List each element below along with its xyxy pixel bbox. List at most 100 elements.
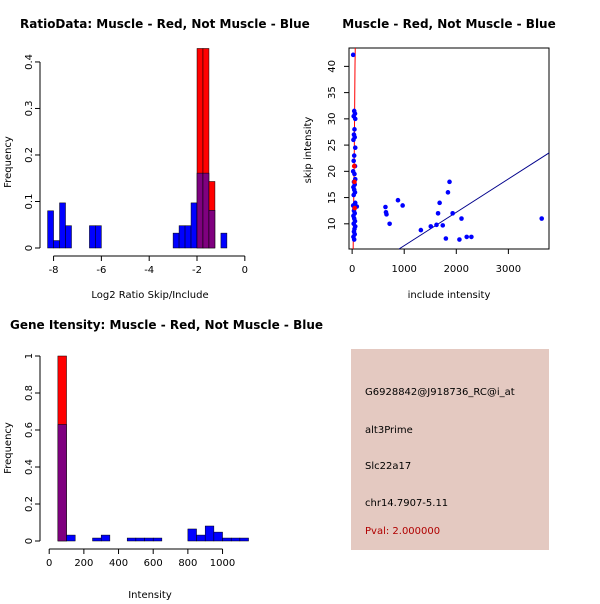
event-type-text: alt3Prime: [365, 425, 413, 436]
ratio-not-muscle-bar: [59, 202, 66, 249]
intensity-hist-y-tick-label: 0.6: [24, 422, 35, 438]
intensity-not-muscle-bar: [213, 531, 223, 542]
scatter-y-tick-label: 20: [327, 165, 338, 178]
scatter-not-muscle-point: [450, 211, 455, 216]
scatter-not-muscle-point: [351, 237, 357, 242]
ratio-not-muscle-bar: [172, 232, 180, 249]
scatter-not-muscle-point: [384, 212, 389, 217]
scatter-not-muscle-point: [428, 224, 434, 229]
intensity-hist-y-tick-label: 0: [24, 538, 35, 544]
scatter-not-muscle-point: [469, 234, 474, 240]
scatter-y-tick-label: 35: [327, 86, 338, 99]
scatter-muscle-point: [352, 205, 358, 211]
ratio-histogram: RatioData: Muscle - Red, Not Muscle - Bl…: [3, 17, 310, 301]
scatter-not-muscle-point: [445, 190, 451, 195]
intensity-hist-y-tick-label: 0.8: [24, 385, 35, 401]
scatter-not-muscle-point: [395, 197, 401, 203]
scatter-not-muscle-point: [447, 179, 452, 185]
scatter-not-muscle-point: [387, 221, 392, 227]
intensity-histogram: Gene Itensity: Muscle - Red, Not Muscle …: [3, 318, 323, 601]
ratio-hist-x-tick-label: -6: [96, 265, 106, 276]
intensity-hist-x-tick-label: 1000: [210, 558, 235, 569]
ratio-not-muscle-bar: [202, 172, 210, 249]
scatter-not-muscle-point: [464, 234, 470, 240]
ratio-not-muscle-bar: [190, 202, 198, 249]
ratio-hist-x-tick-label: -2: [192, 265, 202, 276]
pval-text: Pval: 2.000000: [365, 526, 441, 537]
probe-info-panel: G6928842@J918736_RC@i_at alt3Prime Slc22…: [351, 349, 549, 550]
intensity-hist-y-tick-label: 0.4: [24, 459, 35, 475]
ratio-hist-y-tick-label: 0.3: [24, 101, 35, 117]
intensity-hist-x-tick-label: 0: [46, 558, 52, 569]
intensity-not-muscle-bar: [152, 537, 163, 542]
intensity-not-muscle-bar: [144, 537, 154, 542]
intensity-hist-x-tick-label: 800: [178, 558, 197, 569]
ratio-hist-ylabel: Frequency: [3, 136, 14, 188]
scatter-not-muscle-point: [351, 137, 356, 143]
ratio-hist-y-tick-label: 0.2: [24, 147, 35, 163]
ratio-hist-y-tick-label: 0.1: [24, 194, 35, 210]
intensity-hist-x-tick-label: 600: [144, 558, 163, 569]
location-text: chr14.7907-5.11: [365, 498, 449, 509]
ratio-not-muscle-bar: [89, 225, 96, 249]
scatter-not-muscle-point: [351, 158, 356, 164]
ratio-hist-x-tick-label: -8: [49, 265, 59, 276]
intensity-not-muscle-bar: [239, 537, 249, 542]
scatter-not-muscle-point: [383, 204, 388, 210]
gene-name-text: Slc22a17: [365, 461, 412, 472]
intensity-hist-bars: [57, 355, 249, 542]
scatter-axes: 0 1000 2000 3000 10 15 20 25 30 35 40: [327, 60, 521, 275]
intensity-hist-axes: 0 200 400 600 800 1000 0 0.2 0.4 0.6 0.8 1: [24, 353, 235, 569]
intensity-not-muscle-bar: [100, 534, 111, 542]
ratio-not-muscle-bar: [208, 210, 216, 249]
intensity-hist-x-tick-label: 400: [109, 558, 128, 569]
scatter-not-muscle-point: [352, 145, 358, 151]
ratio-not-muscle-bar: [196, 172, 204, 249]
scatter-not-muscle-point: [435, 211, 441, 216]
intensity-hist-ylabel: Frequency: [3, 422, 14, 474]
scatter-not-muscle-point: [459, 216, 464, 221]
scatter-marks: [350, 47, 550, 250]
scatter-not-muscle-point: [440, 223, 446, 228]
ratio-hist-y-tick-label: 0.4: [24, 54, 35, 70]
ratio-not-muscle-bar: [65, 225, 72, 249]
scatter-not-muscle-point: [539, 216, 545, 221]
ratio-hist-bars: [47, 48, 228, 249]
intensity-hist-x-tick-label: 200: [74, 558, 93, 569]
intensity-hist-title: Gene Itensity: Muscle - Red, Not Muscle …: [10, 318, 323, 332]
scatter-muscle-point: [352, 179, 357, 185]
scatter-not-muscle-point: [437, 200, 442, 206]
intensity-not-muscle-bar: [126, 537, 137, 542]
scatter-frame: [348, 47, 550, 250]
ratio-not-muscle-bar: [220, 232, 228, 249]
intensity-not-muscle-bar: [57, 424, 67, 542]
scatter-xlabel: include intensity: [408, 290, 491, 301]
ratio-hist-x-tick-label: 0: [242, 265, 248, 276]
ratio-not-muscle-bar: [47, 210, 54, 249]
scatter-plot: Muscle - Red, Not Muscle - Blue include …: [303, 17, 556, 301]
scatter-x-tick-label: 3000: [496, 264, 521, 275]
intensity-not-muscle-bar: [196, 534, 206, 542]
scatter-y-tick-label: 25: [327, 139, 338, 152]
ratio-hist-title: RatioData: Muscle - Red, Not Muscle - Bl…: [20, 17, 310, 31]
scatter-y-tick-label: 40: [327, 60, 338, 73]
ratio-hist-xlabel: Log2 Ratio Skip/Include: [91, 290, 208, 301]
scatter-not-muscle-point: [350, 52, 356, 58]
scatter-not-muscle-point: [352, 127, 357, 132]
intensity-hist-y-tick-label: 1: [24, 353, 35, 359]
intensity-hist-y-tick-label: 0.2: [24, 496, 35, 512]
scatter-fit-line: [398, 152, 550, 250]
scatter-x-tick-label: 0: [349, 264, 355, 275]
intensity-not-muscle-bar: [204, 525, 215, 542]
ratio-not-muscle-bar: [178, 225, 186, 249]
scatter-muscle-point: [351, 163, 357, 169]
scatter-not-muscle-point: [400, 203, 405, 208]
intensity-not-muscle-bar: [230, 537, 241, 542]
scatter-not-muscle-point: [352, 116, 358, 122]
ratio-not-muscle-bar: [184, 225, 192, 249]
intensity-not-muscle-bar: [135, 537, 145, 542]
scatter-not-muscle-point: [352, 171, 357, 177]
scatter-ylabel: skip intensity: [303, 117, 314, 184]
intensity-hist-xlabel: Intensity: [128, 590, 172, 600]
